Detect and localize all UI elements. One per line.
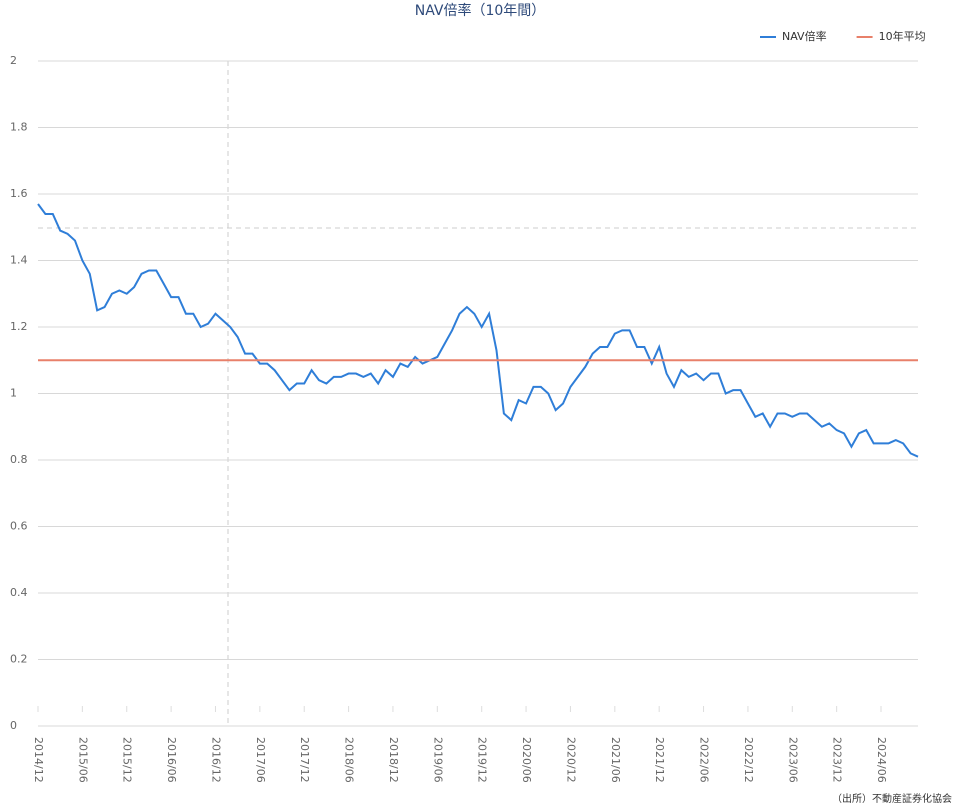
y-tick-label: 1.4 — [10, 254, 28, 267]
x-tick-label: 2016/12 — [209, 737, 222, 783]
x-tick-label: 2023/12 — [831, 737, 844, 783]
x-tick-label: 2017/06 — [254, 737, 267, 783]
y-tick-label: 1.6 — [10, 187, 28, 200]
x-tick-label: 2021/06 — [609, 737, 622, 783]
x-tick-label: 2018/06 — [343, 737, 356, 783]
y-tick-label: 1.2 — [10, 320, 28, 333]
x-tick-label: 2020/12 — [564, 737, 577, 783]
x-tick-label: 2024/06 — [875, 737, 888, 783]
x-tick-label: 2019/12 — [476, 737, 489, 783]
x-tick-label: 2022/06 — [698, 737, 711, 783]
y-tick-label: 0 — [10, 719, 17, 732]
y-tick-label: 2 — [10, 54, 17, 67]
y-tick-label: 0.6 — [10, 520, 28, 533]
series-line — [37, 203, 919, 458]
x-tick-label: 2015/06 — [76, 737, 89, 783]
x-tick-label: 2015/12 — [121, 737, 134, 783]
source-note: （出所）不動産証券化協会 — [832, 792, 952, 805]
y-tick-label: 1 — [10, 387, 17, 400]
y-tick-label: 1.8 — [10, 121, 28, 134]
legend-label: 10年平均 — [879, 29, 926, 43]
x-tick-label: 2023/06 — [786, 737, 799, 783]
y-tick-label: 0.8 — [10, 453, 28, 466]
y-tick-label: 0.2 — [10, 653, 28, 666]
x-tick-label: 2019/06 — [431, 737, 444, 783]
y-tick-label: 0.4 — [10, 586, 28, 599]
legend-label: NAV倍率 — [782, 29, 827, 43]
chart-title: NAV倍率（10年間） — [415, 2, 546, 19]
x-tick-label: 2014/12 — [32, 737, 45, 783]
x-tick-label: 2017/12 — [298, 737, 311, 783]
x-tick-label: 2018/12 — [387, 737, 400, 783]
x-tick-label: 2020/06 — [520, 737, 533, 783]
x-tick-label: 2022/12 — [742, 737, 755, 783]
x-tick-label: 2016/06 — [165, 737, 178, 783]
x-tick-label: 2021/12 — [653, 737, 666, 783]
